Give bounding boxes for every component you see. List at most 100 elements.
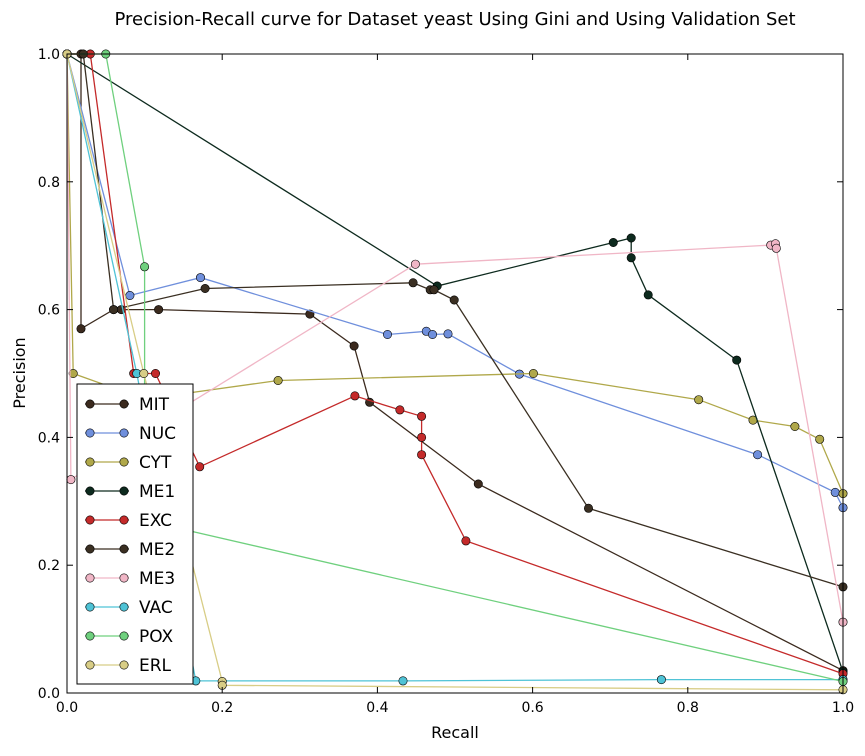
legend-marker <box>85 544 95 554</box>
data-point-mit-2 <box>76 324 86 334</box>
data-point-nuc-3 <box>382 329 392 339</box>
legend-item-cyt: CYT <box>85 453 172 473</box>
legend-marker <box>85 457 95 467</box>
legend-label: ME3 <box>139 569 175 589</box>
legend-item-me1: ME1 <box>85 482 175 502</box>
legend-item-me2: ME2 <box>85 540 175 560</box>
chart-title: Precision-Recall curve for Dataset yeast… <box>114 9 795 30</box>
legend-label: ERL <box>139 656 172 676</box>
y-tick-label: 0.0 <box>38 686 60 702</box>
data-point-me1-6 <box>732 355 742 365</box>
data-point-exc-10 <box>461 536 471 546</box>
legend-marker <box>119 660 129 670</box>
legend-item-mit: MIT <box>85 395 170 415</box>
data-point-cyt-3 <box>273 375 283 385</box>
legend-marker <box>85 399 95 409</box>
x-tick-label: 1.0 <box>832 700 854 716</box>
y-tick-label: 0.4 <box>38 430 60 446</box>
legend-label: NUC <box>139 424 176 444</box>
legend-marker <box>85 573 95 583</box>
legend: MIT NUC CYT ME1 EXC ME2 ME3 VAC POX ERL <box>76 383 194 685</box>
y-axis-label: Precision <box>10 337 29 408</box>
data-point-vac-3 <box>398 676 408 686</box>
legend-item-me3: ME3 <box>85 569 175 589</box>
axes: 0.0 0.2 0.4 0.6 0.8 1.0 0.0 0.2 0.4 0.6 0.8 1.0 <box>38 47 854 716</box>
data-point-cyt-5 <box>694 395 704 405</box>
legend-label: VAC <box>139 598 173 618</box>
legend-label: EXC <box>139 511 172 531</box>
axes-frame <box>66 53 844 694</box>
data-point-cyt-1 <box>68 368 78 378</box>
data-point-nuc-5 <box>427 329 437 339</box>
legend-marker <box>119 399 129 409</box>
legend-label: POX <box>139 627 174 647</box>
data-point-cyt-8 <box>815 434 825 444</box>
data-point-nuc-9 <box>830 487 840 497</box>
y-tick-label: 1.0 <box>38 47 60 63</box>
y-tick-label: 0.8 <box>38 175 60 191</box>
x-tick-label: 0.2 <box>211 700 233 716</box>
data-point-me2-8 <box>583 503 593 513</box>
data-point-nuc-8 <box>753 450 763 460</box>
x-axis-label: Recall <box>431 723 479 742</box>
legend-marker <box>119 631 129 641</box>
data-point-me2-4 <box>408 278 418 288</box>
legend-item-pox: POX <box>85 627 174 647</box>
legend-marker <box>119 457 129 467</box>
x-tick-label: 0.4 <box>366 700 388 716</box>
data-point-me3-6 <box>771 243 781 253</box>
y-tick-label: 0.6 <box>38 303 60 319</box>
x-tick-label: 0.8 <box>677 700 699 716</box>
data-point-nuc-6 <box>443 329 453 339</box>
data-point-exc-8 <box>417 432 427 442</box>
data-point-pox-2 <box>140 262 150 272</box>
legend-marker <box>85 515 95 525</box>
data-point-exc-9 <box>417 450 427 460</box>
data-point-exc-4 <box>195 462 205 472</box>
data-point-exc-3 <box>151 368 161 378</box>
legend-item-nuc: NUC <box>85 424 176 444</box>
series-line-me2 <box>67 53 844 588</box>
data-point-nuc-1 <box>125 290 135 300</box>
legend-marker <box>85 631 95 641</box>
data-point-mit-5 <box>154 305 164 315</box>
data-point-me2-6 <box>429 285 439 295</box>
legend-item-erl: ERL <box>85 656 172 676</box>
legend-marker <box>119 602 129 612</box>
legend-marker <box>119 544 129 554</box>
legend-label: ME2 <box>139 540 175 560</box>
data-point-mit-9 <box>473 479 483 489</box>
legend-marker <box>119 573 129 583</box>
legend-marker <box>119 486 129 496</box>
x-tick-label: 0.0 <box>56 700 78 716</box>
data-point-nuc-2 <box>196 273 206 283</box>
data-point-cyt-7 <box>790 421 800 431</box>
data-point-me2-7 <box>449 295 459 305</box>
data-point-me1-3 <box>626 233 636 243</box>
legend-marker <box>119 428 129 438</box>
data-point-exc-6 <box>395 405 405 415</box>
legend-label: CYT <box>139 453 172 473</box>
x-tick-label: 0.6 <box>521 700 543 716</box>
legend-marker <box>85 486 95 496</box>
data-point-me3-1 <box>66 475 76 485</box>
y-tick-label: 0.2 <box>38 558 60 574</box>
data-point-me1-2 <box>608 238 618 248</box>
legend-marker <box>85 602 95 612</box>
data-point-mit-7 <box>349 341 359 351</box>
legend-item-vac: VAC <box>85 598 173 618</box>
legend-box <box>76 383 194 685</box>
legend-item-exc: EXC <box>85 511 172 531</box>
data-point-me3-3 <box>410 259 420 269</box>
data-point-me1-4 <box>626 253 636 263</box>
series-line-me1 <box>66 53 844 673</box>
data-point-exc-5 <box>350 391 360 401</box>
legend-marker <box>85 428 95 438</box>
data-point-vac-4 <box>656 675 666 685</box>
data-point-me1-5 <box>643 290 653 300</box>
data-point-cyt-4 <box>528 368 538 378</box>
legend-label: ME1 <box>139 482 175 502</box>
data-point-exc-7 <box>417 411 427 421</box>
